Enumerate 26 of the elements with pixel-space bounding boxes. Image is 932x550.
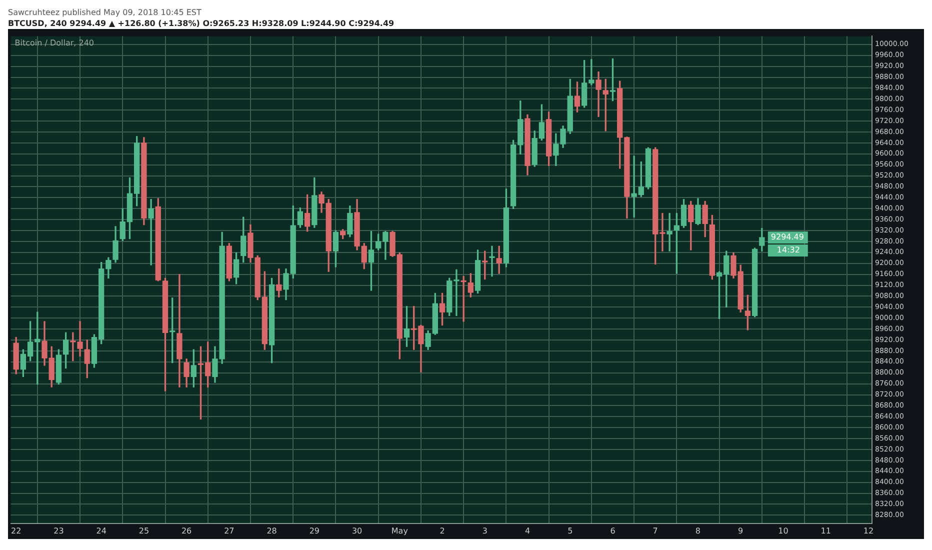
- x-tick-label: 3: [482, 526, 488, 536]
- text: Sawcruhteez published May 09, 2018 10:45 EST: [8, 8, 202, 18]
- annotation: 14:32: [776, 246, 800, 255]
- annotation: 9294.49: [770, 232, 804, 242]
- x-tick-label: 27: [224, 526, 234, 536]
- x-tick-label: 22: [10, 526, 22, 536]
- x-tick-label: 8: [695, 526, 701, 536]
- x-tick-label: 2: [440, 526, 445, 536]
- x-tick-label: 29: [309, 526, 320, 536]
- x-tick-label: 30: [352, 526, 362, 536]
- x-tick-label: 6: [610, 526, 616, 536]
- x-tick-label: 12: [863, 526, 874, 536]
- x-tick-label: 5: [568, 526, 573, 536]
- x-tick-label: May: [391, 526, 408, 536]
- chart-title: BTCUSD, 240 9294.49 ▲ +126.80 (+1.38%) O:9265.23 H:9328.09 L:9244.90 C:9294.49: [8, 18, 396, 29]
- x-tick-label: 11: [820, 526, 831, 536]
- x-tick-label: 4: [524, 526, 530, 536]
- x-tick-label: 25: [138, 526, 150, 536]
- x-tick-label: 24: [96, 526, 106, 536]
- x-tick-label: 28: [266, 526, 277, 536]
- x-tick-label: 23: [54, 526, 64, 536]
- chart-subtitle: Bitcoin / Dollar, 240: [14, 38, 94, 48]
- x-tick-label: 7: [652, 526, 658, 536]
- x-tick-label: 10: [778, 526, 788, 536]
- x-tick-label: 26: [181, 526, 192, 536]
- x-tick-label: 9: [738, 526, 744, 536]
